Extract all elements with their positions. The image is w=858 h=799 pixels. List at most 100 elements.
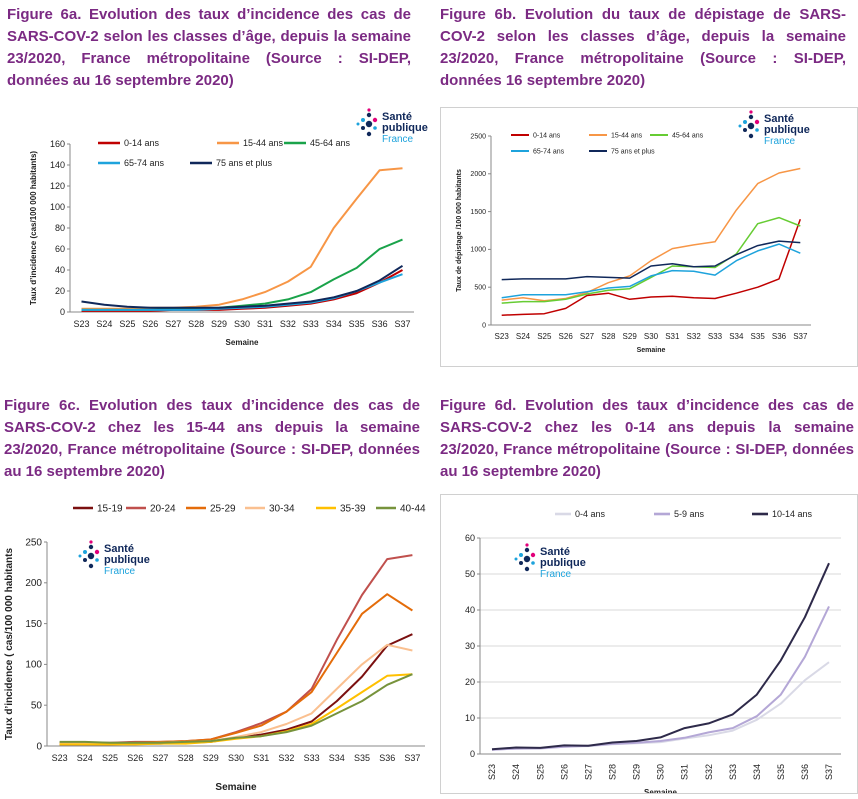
x-tick-label: S30 xyxy=(228,753,244,763)
x-tick-label: S34 xyxy=(752,764,762,780)
logo-text-publique: publique xyxy=(104,554,150,566)
logo-text-france: France xyxy=(104,566,136,577)
x-tick-label: S31 xyxy=(257,319,273,329)
x-tick-label: S36 xyxy=(772,332,787,341)
x-axis-title: Semaine xyxy=(226,338,259,347)
y-tick-label: 2500 xyxy=(470,133,486,140)
x-tick-label: S26 xyxy=(559,764,569,780)
x-tick-label: S29 xyxy=(203,753,219,763)
x-tick-label: S36 xyxy=(800,764,810,780)
y-axis-title: Taux d’incidence (cas/100 000 habitants) xyxy=(29,151,38,305)
x-tick-label: S30 xyxy=(644,332,659,341)
x-tick-label: S23 xyxy=(495,332,510,341)
series-line-75-ans-et-plus xyxy=(81,264,404,309)
logo-dot-icon xyxy=(87,552,95,560)
x-tick-label: S35 xyxy=(349,319,365,329)
x-tick-label: S28 xyxy=(178,753,194,763)
x-tick-label: S25 xyxy=(535,764,545,780)
legend-label: 15-44 ans xyxy=(611,132,643,139)
logo-dot-icon xyxy=(356,122,360,126)
legend-label: 0-14 ans xyxy=(533,132,561,139)
logo-dot-icon xyxy=(89,540,93,544)
logo-dot-icon xyxy=(514,557,518,561)
x-tick-label: S34 xyxy=(329,753,345,763)
x-tick-label: S31 xyxy=(253,753,269,763)
x-tick-label: S32 xyxy=(278,753,294,763)
logo-dot-icon xyxy=(366,131,372,137)
logo-dot-icon xyxy=(83,558,87,562)
logo-dot-icon xyxy=(524,547,530,553)
logo-text-france: France xyxy=(764,136,796,147)
y-tick-label: 60 xyxy=(55,244,65,254)
y-tick-label: 0 xyxy=(470,749,475,759)
legend-label: 15-44 ans xyxy=(243,138,284,148)
logo-dot-icon xyxy=(372,117,378,123)
logo-dot-icon xyxy=(361,118,365,122)
legend-label: 0-14 ans xyxy=(124,138,160,148)
y-tick-label: 0 xyxy=(36,741,42,752)
y-tick-label: 80 xyxy=(55,223,65,233)
x-tick-label: S28 xyxy=(608,764,618,780)
caption-fig6a: Figure 6a. Evolution des taux d’incidenc… xyxy=(7,6,411,89)
x-tick-label: S37 xyxy=(824,764,834,780)
logo-dot-icon xyxy=(743,120,747,124)
logo-text-publique: publique xyxy=(540,557,586,569)
series-line-75-ans-et-plus xyxy=(501,240,801,281)
x-tick-label: S23 xyxy=(52,753,68,763)
y-tick-label: 250 xyxy=(25,537,42,548)
chart-panel-6d: 0 10 20 30 40 50 60 S23 S24 S25 S26 S27 S28 S29 S30 S31… xyxy=(440,494,858,797)
logo-dot-icon xyxy=(748,114,754,120)
logo-text-sante: Santé xyxy=(382,111,412,123)
x-tick-label: S25 xyxy=(102,753,118,763)
series-line-65-74-ans xyxy=(501,243,801,299)
x-tick-label: S35 xyxy=(776,764,786,780)
x-tick-label: S34 xyxy=(729,332,744,341)
caption-fig6b: Figure 6b. Evolution du taux de dépistag… xyxy=(440,6,846,89)
x-tick-label: S24 xyxy=(511,764,521,780)
y-tick-label: 200 xyxy=(25,578,42,589)
logo-dot-icon xyxy=(519,553,523,557)
chart-panel-6a: 0 20 40 60 80 100 120 140 160 S23 S24 S25 S26 S27 S28 S… xyxy=(0,100,430,360)
x-tick-label: S37 xyxy=(793,332,808,341)
x-tick-label: S29 xyxy=(623,332,638,341)
legend-label: 35-39 xyxy=(340,503,366,514)
legend-label: 10-14 ans xyxy=(772,509,813,519)
x-tick-label: S33 xyxy=(304,753,320,763)
y-tick-label: 160 xyxy=(50,139,65,149)
x-tick-label: S27 xyxy=(152,753,168,763)
y-tick-label: 1500 xyxy=(470,209,486,216)
series-line-25-29 xyxy=(59,593,413,745)
logo-dot-icon xyxy=(366,112,372,118)
legend-label: 25-29 xyxy=(210,503,236,514)
logo-dot-icon xyxy=(365,120,373,128)
x-tick-label: S33 xyxy=(708,332,723,341)
x-tick-label: S23 xyxy=(73,319,89,329)
caption-fig6d: Figure 6d. Evolution des taux d’incidenc… xyxy=(440,397,854,480)
x-tick-label: S25 xyxy=(119,319,135,329)
x-tick-label: S28 xyxy=(601,332,616,341)
y-tick-label: 150 xyxy=(25,619,42,630)
x-tick-label: S28 xyxy=(188,319,204,329)
y-tick-label: 50 xyxy=(31,701,43,712)
x-tick-label: S27 xyxy=(580,332,595,341)
chart-6b: 0 500 1000 1500 2000 2500 S23 S24 S25 S26 S27 S28 S2… xyxy=(456,110,811,354)
logo-dot-icon xyxy=(531,561,535,565)
series-line-15-44-ans xyxy=(501,167,801,302)
caption-fig6c: Figure 6c. Evolution des taux d’incidenc… xyxy=(4,397,420,480)
logo-text-publique: publique xyxy=(382,122,428,134)
x-tick-label: S25 xyxy=(537,332,552,341)
logo-dot-icon xyxy=(523,555,531,563)
y-tick-label: 0 xyxy=(482,322,486,329)
logo-dot-icon xyxy=(367,108,371,112)
logo-dot-icon xyxy=(747,122,755,130)
x-tick-label: S32 xyxy=(704,764,714,780)
x-tick-label: S32 xyxy=(280,319,296,329)
logo-dot-icon xyxy=(738,124,742,128)
y-tick-label: 1000 xyxy=(470,247,486,254)
chart-6d: 0 10 20 30 40 50 60 S23 S24 S25 S26 S27 S28 S29 S30 S31… xyxy=(465,509,841,797)
logo-dot-icon xyxy=(525,543,529,547)
x-tick-label: S33 xyxy=(303,319,319,329)
series-line-40-44 xyxy=(59,673,413,744)
y-tick-label: 10 xyxy=(465,713,475,723)
